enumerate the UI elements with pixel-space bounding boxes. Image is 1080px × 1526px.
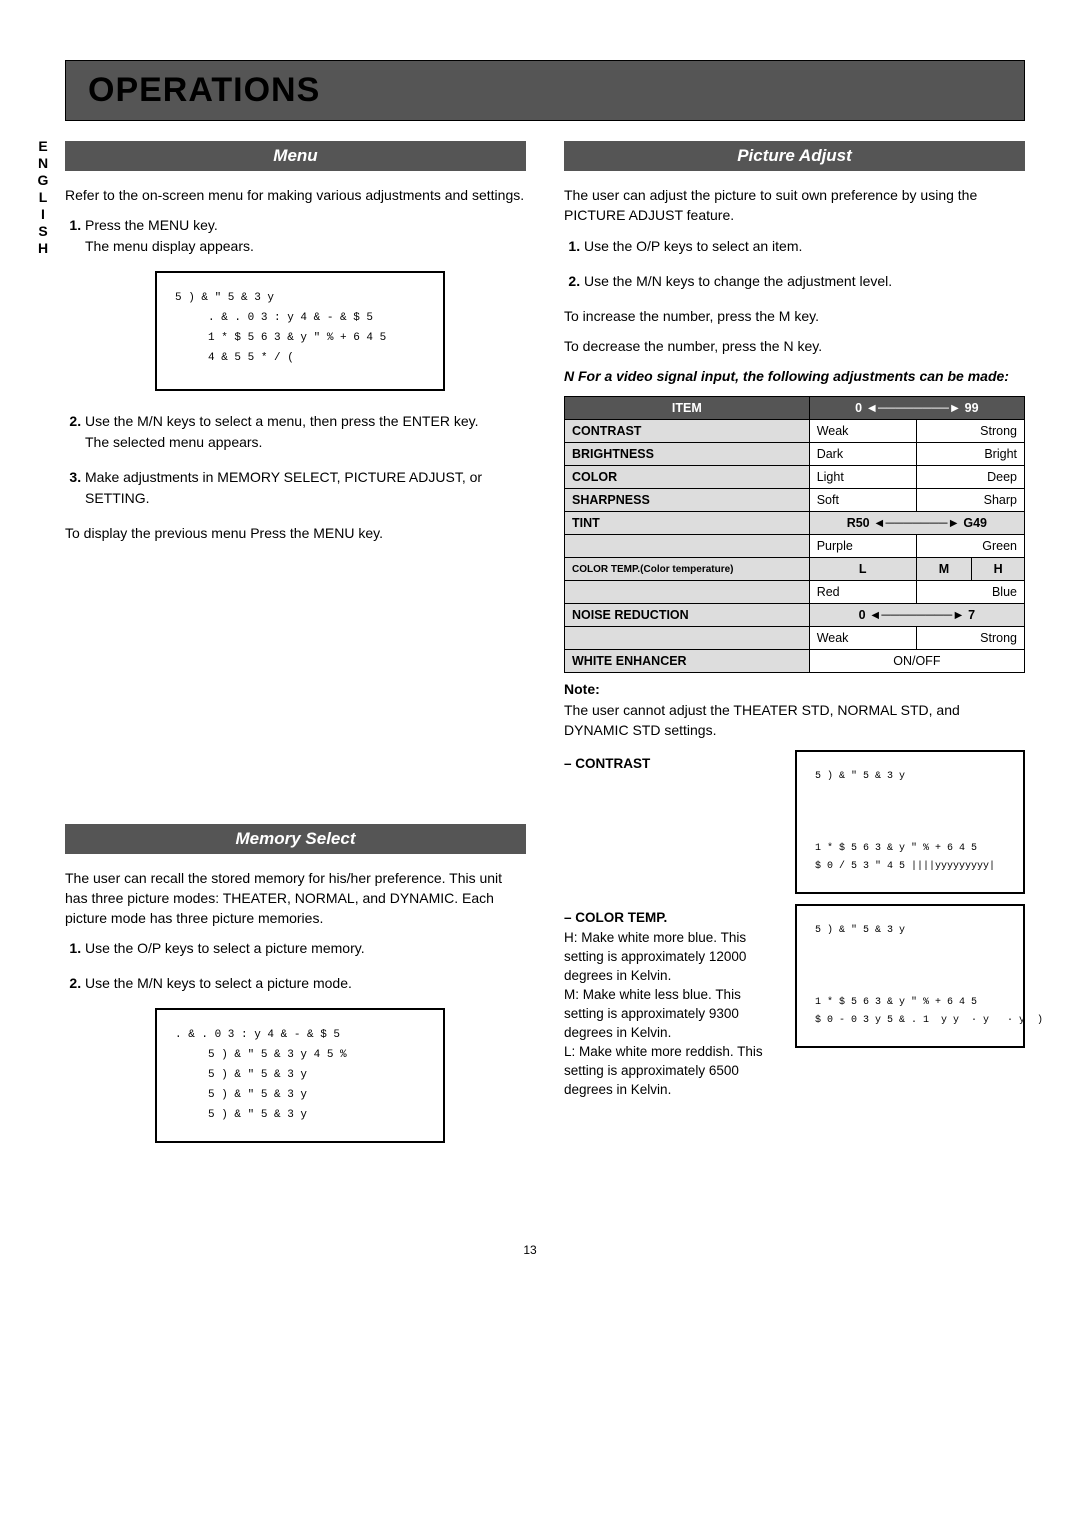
left-column: Menu Refer to the on-screen menu for mak… (65, 141, 526, 1163)
row-colortemp: COLOR TEMP.(Color temperature) (565, 558, 810, 581)
nr-high: 7 (968, 608, 975, 622)
picture-header: Picture Adjust (564, 141, 1025, 171)
cell: Green (916, 535, 1024, 558)
cell: M (916, 558, 972, 581)
colortemp-m: M: Make white less blue. This setting is… (564, 986, 783, 1043)
nr-range: 0 ◄────────► 7 (809, 604, 1024, 627)
contrast-osd: 5 ) & " 5 & 3 y 1 * $ 5 6 3 & y " % + 6 … (795, 750, 1025, 894)
memory-step-2: Use the M/N keys to select a picture mod… (85, 973, 526, 994)
menu-header: Menu (65, 141, 526, 171)
cell (565, 581, 810, 604)
cell: Dark (809, 443, 916, 466)
menu-osd: 5 ) & " 5 & 3 y . & . 0 3 : y 4 & - & $ … (155, 271, 445, 391)
right-column: Picture Adjust The user can adjust the p… (564, 141, 1025, 1163)
picture-step-2: Use the M/N keys to change the adjustmen… (584, 271, 1025, 292)
cell: Blue (916, 581, 1024, 604)
tint-low: R50 (847, 516, 870, 530)
language-label: ENGLISH (35, 138, 51, 257)
th-item: ITEM (565, 397, 810, 420)
colortemp-sub: – COLOR TEMP. (564, 910, 783, 925)
colortemp-h: H: Make white more blue. This setting is… (564, 929, 783, 986)
page-banner: OPERATIONS (65, 60, 1025, 121)
row-tint: TINT (565, 512, 810, 535)
range-low: 0 (855, 401, 862, 415)
tint-range: R50 ◄───────► G49 (809, 512, 1024, 535)
row-brightness: BRIGHTNESS (565, 443, 810, 466)
table-lead: N For a video signal input, the followin… (564, 366, 1025, 386)
arrow-icon: ◄────────► (866, 401, 962, 415)
page-number: 13 (35, 1243, 1025, 1257)
cell: Weak (809, 420, 916, 443)
cell (565, 535, 810, 558)
memory-header: Memory Select (65, 824, 526, 854)
menu-step-1: Press the MENU key. The menu display app… (85, 215, 526, 257)
cell: Soft (809, 489, 916, 512)
row-we: WHITE ENHANCER (565, 650, 810, 673)
colortemp-l: L: Make white more reddish. This setting… (564, 1043, 783, 1100)
cell: Strong (916, 627, 1024, 650)
cell: Strong (916, 420, 1024, 443)
picture-inc: To increase the number, press the M key. (564, 306, 1025, 326)
cell: Purple (809, 535, 916, 558)
th-range: 0 ◄────────► 99 (809, 397, 1024, 420)
row-sharpness: SHARPNESS (565, 489, 810, 512)
colortemp-osd: 5 ) & " 5 & 3 y 1 * $ 5 6 3 & y " % + 6 … (795, 904, 1025, 1048)
memory-step-1: Use the O/P keys to select a picture mem… (85, 938, 526, 959)
picture-step-1: Use the O/P keys to select an item. (584, 236, 1025, 257)
arrow-icon: ◄───────► (873, 516, 963, 530)
arrow-icon: ◄────────► (869, 608, 968, 622)
contrast-sub: – CONTRAST (564, 756, 783, 771)
cell: Red (809, 581, 916, 604)
tint-high: G49 (963, 516, 987, 530)
cell: Sharp (916, 489, 1024, 512)
note: Note: The user cannot adjust the THEATER … (564, 679, 1025, 740)
menu-outro: To display the previous menu Press the M… (65, 523, 526, 543)
cell: Deep (916, 466, 1024, 489)
menu-intro: Refer to the on-screen menu for making v… (65, 185, 526, 205)
row-contrast: CONTRAST (565, 420, 810, 443)
cell: ON/OFF (809, 650, 1024, 673)
cell: L (809, 558, 916, 581)
picture-intro: The user can adjust the picture to suit … (564, 185, 1025, 226)
range-high: 99 (965, 401, 979, 415)
adjustment-table: ITEM 0 ◄────────► 99 CONTRASTWeakStrong … (564, 396, 1025, 673)
nr-low: 0 (859, 608, 866, 622)
cell: H (972, 558, 1025, 581)
row-color: COLOR (565, 466, 810, 489)
cell (565, 627, 810, 650)
menu-step-2: Use the M/N keys to select a menu, then … (85, 411, 526, 453)
cell: Weak (809, 627, 916, 650)
note-body: The user cannot adjust the THEATER STD, … (564, 702, 960, 738)
row-nr: NOISE REDUCTION (565, 604, 810, 627)
memory-intro: The user can recall the stored memory fo… (65, 868, 526, 929)
cell: Bright (916, 443, 1024, 466)
menu-step-3: Make adjustments in MEMORY SELECT, PICTU… (85, 467, 526, 509)
page-title: OPERATIONS (88, 71, 1002, 110)
note-head: Note: (564, 681, 600, 697)
picture-dec: To decrease the number, press the N key. (564, 336, 1025, 356)
cell: Light (809, 466, 916, 489)
memory-osd: . & . 0 3 : y 4 & - & $ 5 5 ) & " 5 & 3 … (155, 1008, 445, 1143)
